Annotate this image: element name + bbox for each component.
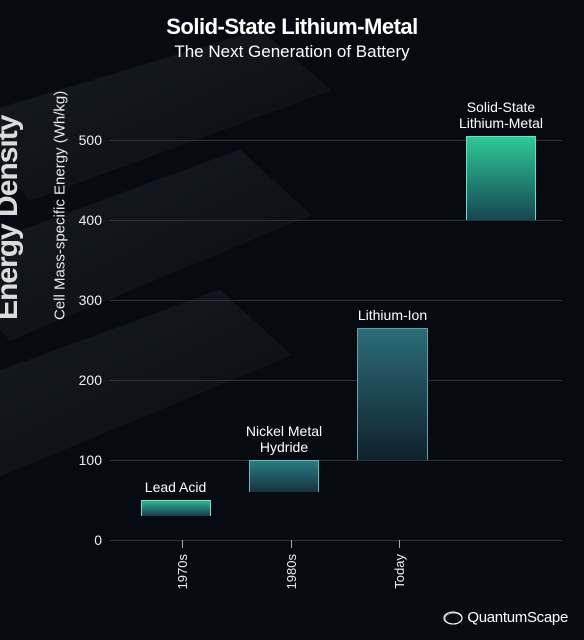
- page-subtitle: The Next Generation of Battery: [0, 42, 584, 62]
- page-title: Solid-State Lithium-Metal: [0, 14, 584, 40]
- gridline: [110, 220, 562, 221]
- y-tick-label: 0: [94, 532, 110, 548]
- y-tick-label: 500: [79, 132, 110, 148]
- x-tick-mark: [399, 540, 400, 548]
- chart-bar: Lead Acid: [141, 500, 211, 516]
- header: Solid-State Lithium-Metal The Next Gener…: [0, 14, 584, 62]
- x-tick: 1980s: [284, 540, 299, 589]
- brand-logo: QuantumScape: [443, 609, 568, 626]
- x-tick-label: Today: [392, 554, 407, 589]
- logo-text: QuantumScape: [467, 609, 568, 626]
- x-tick: 1970s: [175, 540, 190, 589]
- gridline: [110, 460, 562, 461]
- chart-bar: Solid-StateLithium-Metal: [466, 136, 536, 220]
- logo-icon: [443, 610, 463, 626]
- y-tick-label: 400: [79, 212, 110, 228]
- x-tick: Today: [392, 540, 407, 589]
- y-axis-title-large: Energy Density: [0, 116, 25, 320]
- x-tick-mark: [182, 540, 183, 548]
- y-axis-title-small: Cell Mass-specific Energy (Wh/kg): [52, 91, 69, 320]
- chart-plot-area: 0100200300400500Lead AcidNickel MetalHyd…: [110, 108, 562, 540]
- y-tick-label: 300: [79, 292, 110, 308]
- x-tick-mark: [291, 540, 292, 548]
- y-tick-label: 200: [79, 372, 110, 388]
- bar-label: Nickel MetalHydride: [230, 423, 339, 455]
- chart-bar: Lithium-Ion: [357, 328, 427, 460]
- x-tick-label: 1980s: [284, 554, 299, 589]
- bar-label: Lead Acid: [121, 479, 230, 495]
- gridline: [110, 300, 562, 301]
- gridline: [110, 380, 562, 381]
- y-tick-label: 100: [79, 452, 110, 468]
- chart-bar: Nickel MetalHydride: [249, 460, 319, 492]
- bar-label: Solid-StateLithium-Metal: [447, 99, 556, 131]
- bar-label: Lithium-Ion: [338, 307, 447, 323]
- x-tick-label: 1970s: [175, 554, 190, 589]
